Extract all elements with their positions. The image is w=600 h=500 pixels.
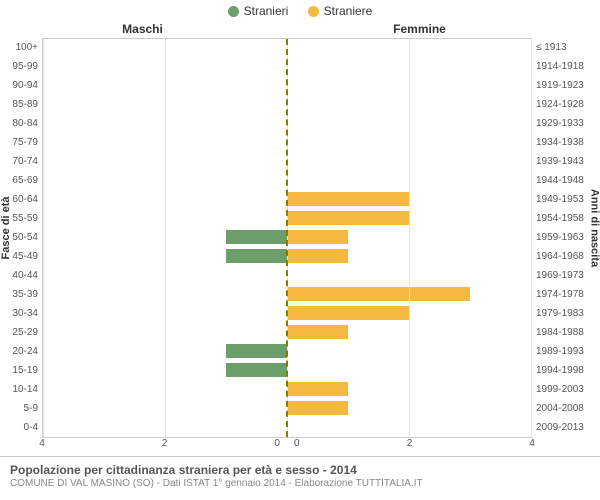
header-female: Femmine bbox=[307, 22, 532, 36]
bar-male bbox=[226, 249, 287, 263]
bar-female bbox=[287, 192, 409, 206]
birth-label: 1949-1953 bbox=[536, 194, 600, 205]
age-label: 65-69 bbox=[0, 175, 38, 186]
age-label: 85-89 bbox=[0, 99, 38, 110]
age-label: 0-4 bbox=[0, 422, 38, 433]
birth-label: 1954-1958 bbox=[536, 213, 600, 224]
bar-male bbox=[226, 363, 287, 377]
gridline bbox=[165, 39, 166, 437]
birth-label: 2004-2008 bbox=[536, 403, 600, 414]
legend-female: Straniere bbox=[308, 4, 373, 18]
x-tick: 4 bbox=[39, 438, 45, 449]
bar-female bbox=[287, 382, 348, 396]
y-axis-age: 100+ 95-99 90-94 85-89 80-84 75-79 70-74 65-69 6… bbox=[0, 38, 42, 438]
age-label: 10-14 bbox=[0, 384, 38, 395]
x-tick: 2 bbox=[407, 438, 413, 449]
bar-female bbox=[287, 211, 409, 225]
birth-label: 1939-1943 bbox=[536, 156, 600, 167]
legend: Stranieri Straniere bbox=[0, 0, 600, 20]
bar-female bbox=[287, 287, 470, 301]
birth-label: 1984-1988 bbox=[536, 327, 600, 338]
age-label: 80-84 bbox=[0, 118, 38, 129]
age-label: 5-9 bbox=[0, 403, 38, 414]
chart-area: 100+ 95-99 90-94 85-89 80-84 75-79 70-74 65-69 6… bbox=[0, 38, 600, 438]
birth-label: 1959-1963 bbox=[536, 232, 600, 243]
y-axis-birth: ≤ 1913 1914-1918 1919-1923 1924-1928 1929-19… bbox=[532, 38, 600, 438]
age-label: 90-94 bbox=[0, 80, 38, 91]
birth-label: ≤ 1913 bbox=[536, 42, 600, 53]
legend-male-label: Stranieri bbox=[244, 4, 289, 18]
age-label: 55-59 bbox=[0, 213, 38, 224]
gridline bbox=[409, 39, 410, 437]
bar-male bbox=[226, 344, 287, 358]
gridline bbox=[531, 39, 532, 437]
bar-female bbox=[287, 325, 348, 339]
center-divider bbox=[286, 39, 288, 437]
birth-label: 1964-1968 bbox=[536, 251, 600, 262]
age-label: 35-39 bbox=[0, 289, 38, 300]
age-label: 50-54 bbox=[0, 232, 38, 243]
birth-label: 1919-1923 bbox=[536, 80, 600, 91]
x-tick: 0 bbox=[294, 438, 300, 449]
birth-label: 1999-2003 bbox=[536, 384, 600, 395]
x-tick: 4 bbox=[529, 438, 535, 449]
birth-label: 1994-1998 bbox=[536, 365, 600, 376]
legend-female-label: Straniere bbox=[324, 4, 373, 18]
birth-label: 2009-2013 bbox=[536, 422, 600, 433]
age-label: 100+ bbox=[0, 42, 38, 53]
birth-label: 1989-1993 bbox=[536, 346, 600, 357]
birth-label: 1979-1983 bbox=[536, 308, 600, 319]
caption-title: Popolazione per cittadinanza straniera p… bbox=[10, 463, 590, 477]
birth-label: 1969-1973 bbox=[536, 270, 600, 281]
legend-male: Stranieri bbox=[228, 4, 289, 18]
x-axis: 4 2 0 0 2 4 bbox=[42, 438, 532, 452]
bar-female bbox=[287, 401, 348, 415]
x-tick: 2 bbox=[162, 438, 168, 449]
header-male: Maschi bbox=[0, 22, 225, 36]
age-label: 75-79 bbox=[0, 137, 38, 148]
legend-female-swatch bbox=[308, 6, 319, 17]
birth-label: 1974-1978 bbox=[536, 289, 600, 300]
age-label: 70-74 bbox=[0, 156, 38, 167]
bar-male bbox=[226, 230, 287, 244]
age-label: 15-19 bbox=[0, 365, 38, 376]
birth-label: 1924-1928 bbox=[536, 99, 600, 110]
birth-label: 1934-1938 bbox=[536, 137, 600, 148]
gridline bbox=[43, 39, 44, 437]
birth-label: 1914-1918 bbox=[536, 61, 600, 72]
caption-subtitle: COMUNE DI VAL MASINO (SO) - Dati ISTAT 1… bbox=[10, 478, 590, 489]
age-label: 45-49 bbox=[0, 251, 38, 262]
bar-female bbox=[287, 230, 348, 244]
birth-label: 1929-1933 bbox=[536, 118, 600, 129]
age-label: 30-34 bbox=[0, 308, 38, 319]
caption: Popolazione per cittadinanza straniera p… bbox=[0, 456, 600, 489]
age-label: 95-99 bbox=[0, 61, 38, 72]
age-label: 40-44 bbox=[0, 270, 38, 281]
bar-female bbox=[287, 306, 409, 320]
chart-plot bbox=[42, 38, 532, 438]
birth-label: 1944-1948 bbox=[536, 175, 600, 186]
age-label: 25-29 bbox=[0, 327, 38, 338]
legend-male-swatch bbox=[228, 6, 239, 17]
column-headers: Maschi Femmine bbox=[0, 22, 600, 36]
age-label: 60-64 bbox=[0, 194, 38, 205]
age-label: 20-24 bbox=[0, 346, 38, 357]
x-tick: 0 bbox=[274, 438, 280, 449]
bar-female bbox=[287, 249, 348, 263]
